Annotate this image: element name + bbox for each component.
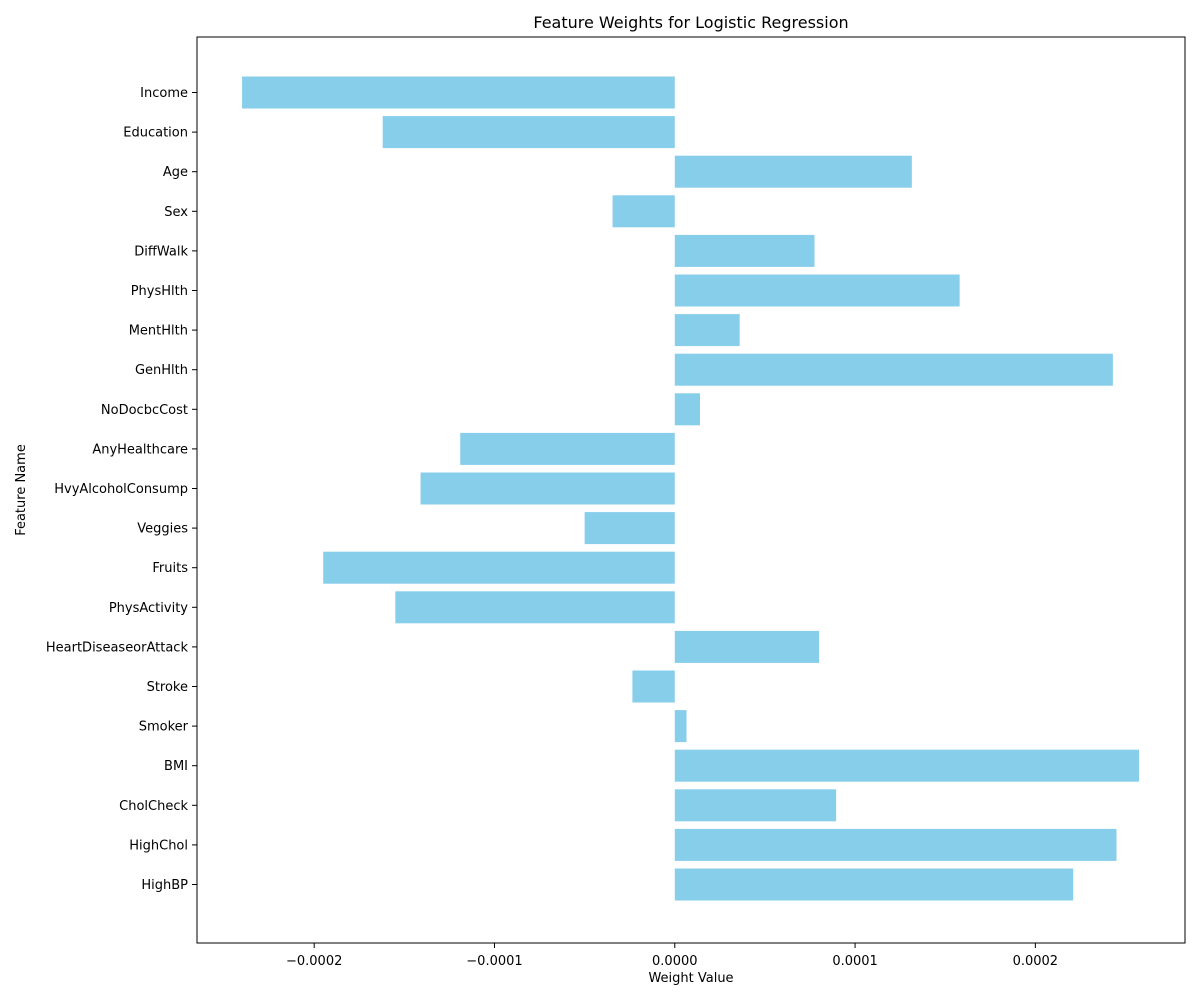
y-axis: HighBP HighChol CholCheck BMI Smoker Stroke He…: [46, 86, 197, 893]
y-tick-label: HighBP: [141, 878, 188, 893]
bar-PhysActivity: [395, 591, 675, 624]
y-tick-label: Sex: [164, 205, 188, 220]
y-tick-label: PhysActivity: [109, 601, 188, 616]
bar-Education: [382, 116, 675, 149]
bar-GenHlth: [674, 353, 1113, 386]
bar-Sex: [612, 195, 675, 228]
x-tick-label: −0.0001: [466, 954, 522, 969]
bar-HeartDiseaseorAttack: [674, 630, 820, 663]
chart-title: Feature Weights for Logistic Regression: [533, 13, 848, 32]
y-tick-label: HeartDiseaseorAttack: [46, 640, 189, 655]
bar-DiffWalk: [674, 234, 815, 267]
y-tick-label: PhysHlth: [131, 284, 188, 299]
bar-Smoker: [674, 710, 687, 743]
bar-HvyAlcoholConsump: [420, 472, 675, 505]
x-axis: −0.0002 −0.0001 0.0000 0.0001 0.0002: [286, 943, 1058, 969]
x-axis-label: Weight Value: [648, 971, 733, 986]
y-axis-label: Feature Name: [14, 444, 29, 536]
y-tick-label: HvyAlcoholConsump: [54, 482, 188, 497]
x-tick-label: 0.0000: [652, 954, 698, 969]
plot-frame: [196, 36, 1186, 944]
bar-Income: [242, 76, 675, 109]
bar-AnyHealthcare: [460, 432, 675, 465]
bar-Veggies: [584, 512, 675, 545]
bar-Stroke: [632, 670, 675, 703]
y-tick-label: DiffWalk: [134, 244, 188, 259]
y-tick-label: AnyHealthcare: [92, 442, 188, 457]
bars-layer: [242, 76, 1140, 901]
bar-MentHlth: [674, 314, 740, 347]
y-tick-label: Income: [140, 86, 188, 101]
bar-PhysHlth: [674, 274, 960, 307]
y-tick-label: NoDocbcCost: [101, 403, 188, 418]
y-tick-label: MentHlth: [129, 324, 188, 339]
y-tick-label: BMI: [164, 759, 188, 774]
y-tick-label: Veggies: [137, 522, 188, 537]
y-tick-label: Smoker: [139, 720, 189, 735]
x-tick-label: 0.0002: [1013, 954, 1059, 969]
bar-CholCheck: [674, 789, 837, 822]
bar-Age: [674, 155, 912, 188]
bar-BMI: [674, 749, 1140, 782]
y-tick-label: Stroke: [147, 680, 188, 695]
y-tick-label: Education: [123, 126, 188, 141]
y-tick-label: Fruits: [152, 561, 188, 576]
y-tick-label: CholCheck: [119, 799, 188, 814]
y-tick-label: Age: [163, 165, 188, 180]
y-tick-label: HighChol: [129, 838, 188, 853]
bar-HighChol: [674, 828, 1117, 861]
bar-Fruits: [323, 551, 675, 584]
bar-NoDocbcCost: [674, 393, 701, 426]
y-tick-label: GenHlth: [135, 363, 188, 378]
x-tick-label: 0.0001: [832, 954, 878, 969]
bar-HighBP: [674, 868, 1074, 901]
x-tick-label: −0.0002: [286, 954, 342, 969]
